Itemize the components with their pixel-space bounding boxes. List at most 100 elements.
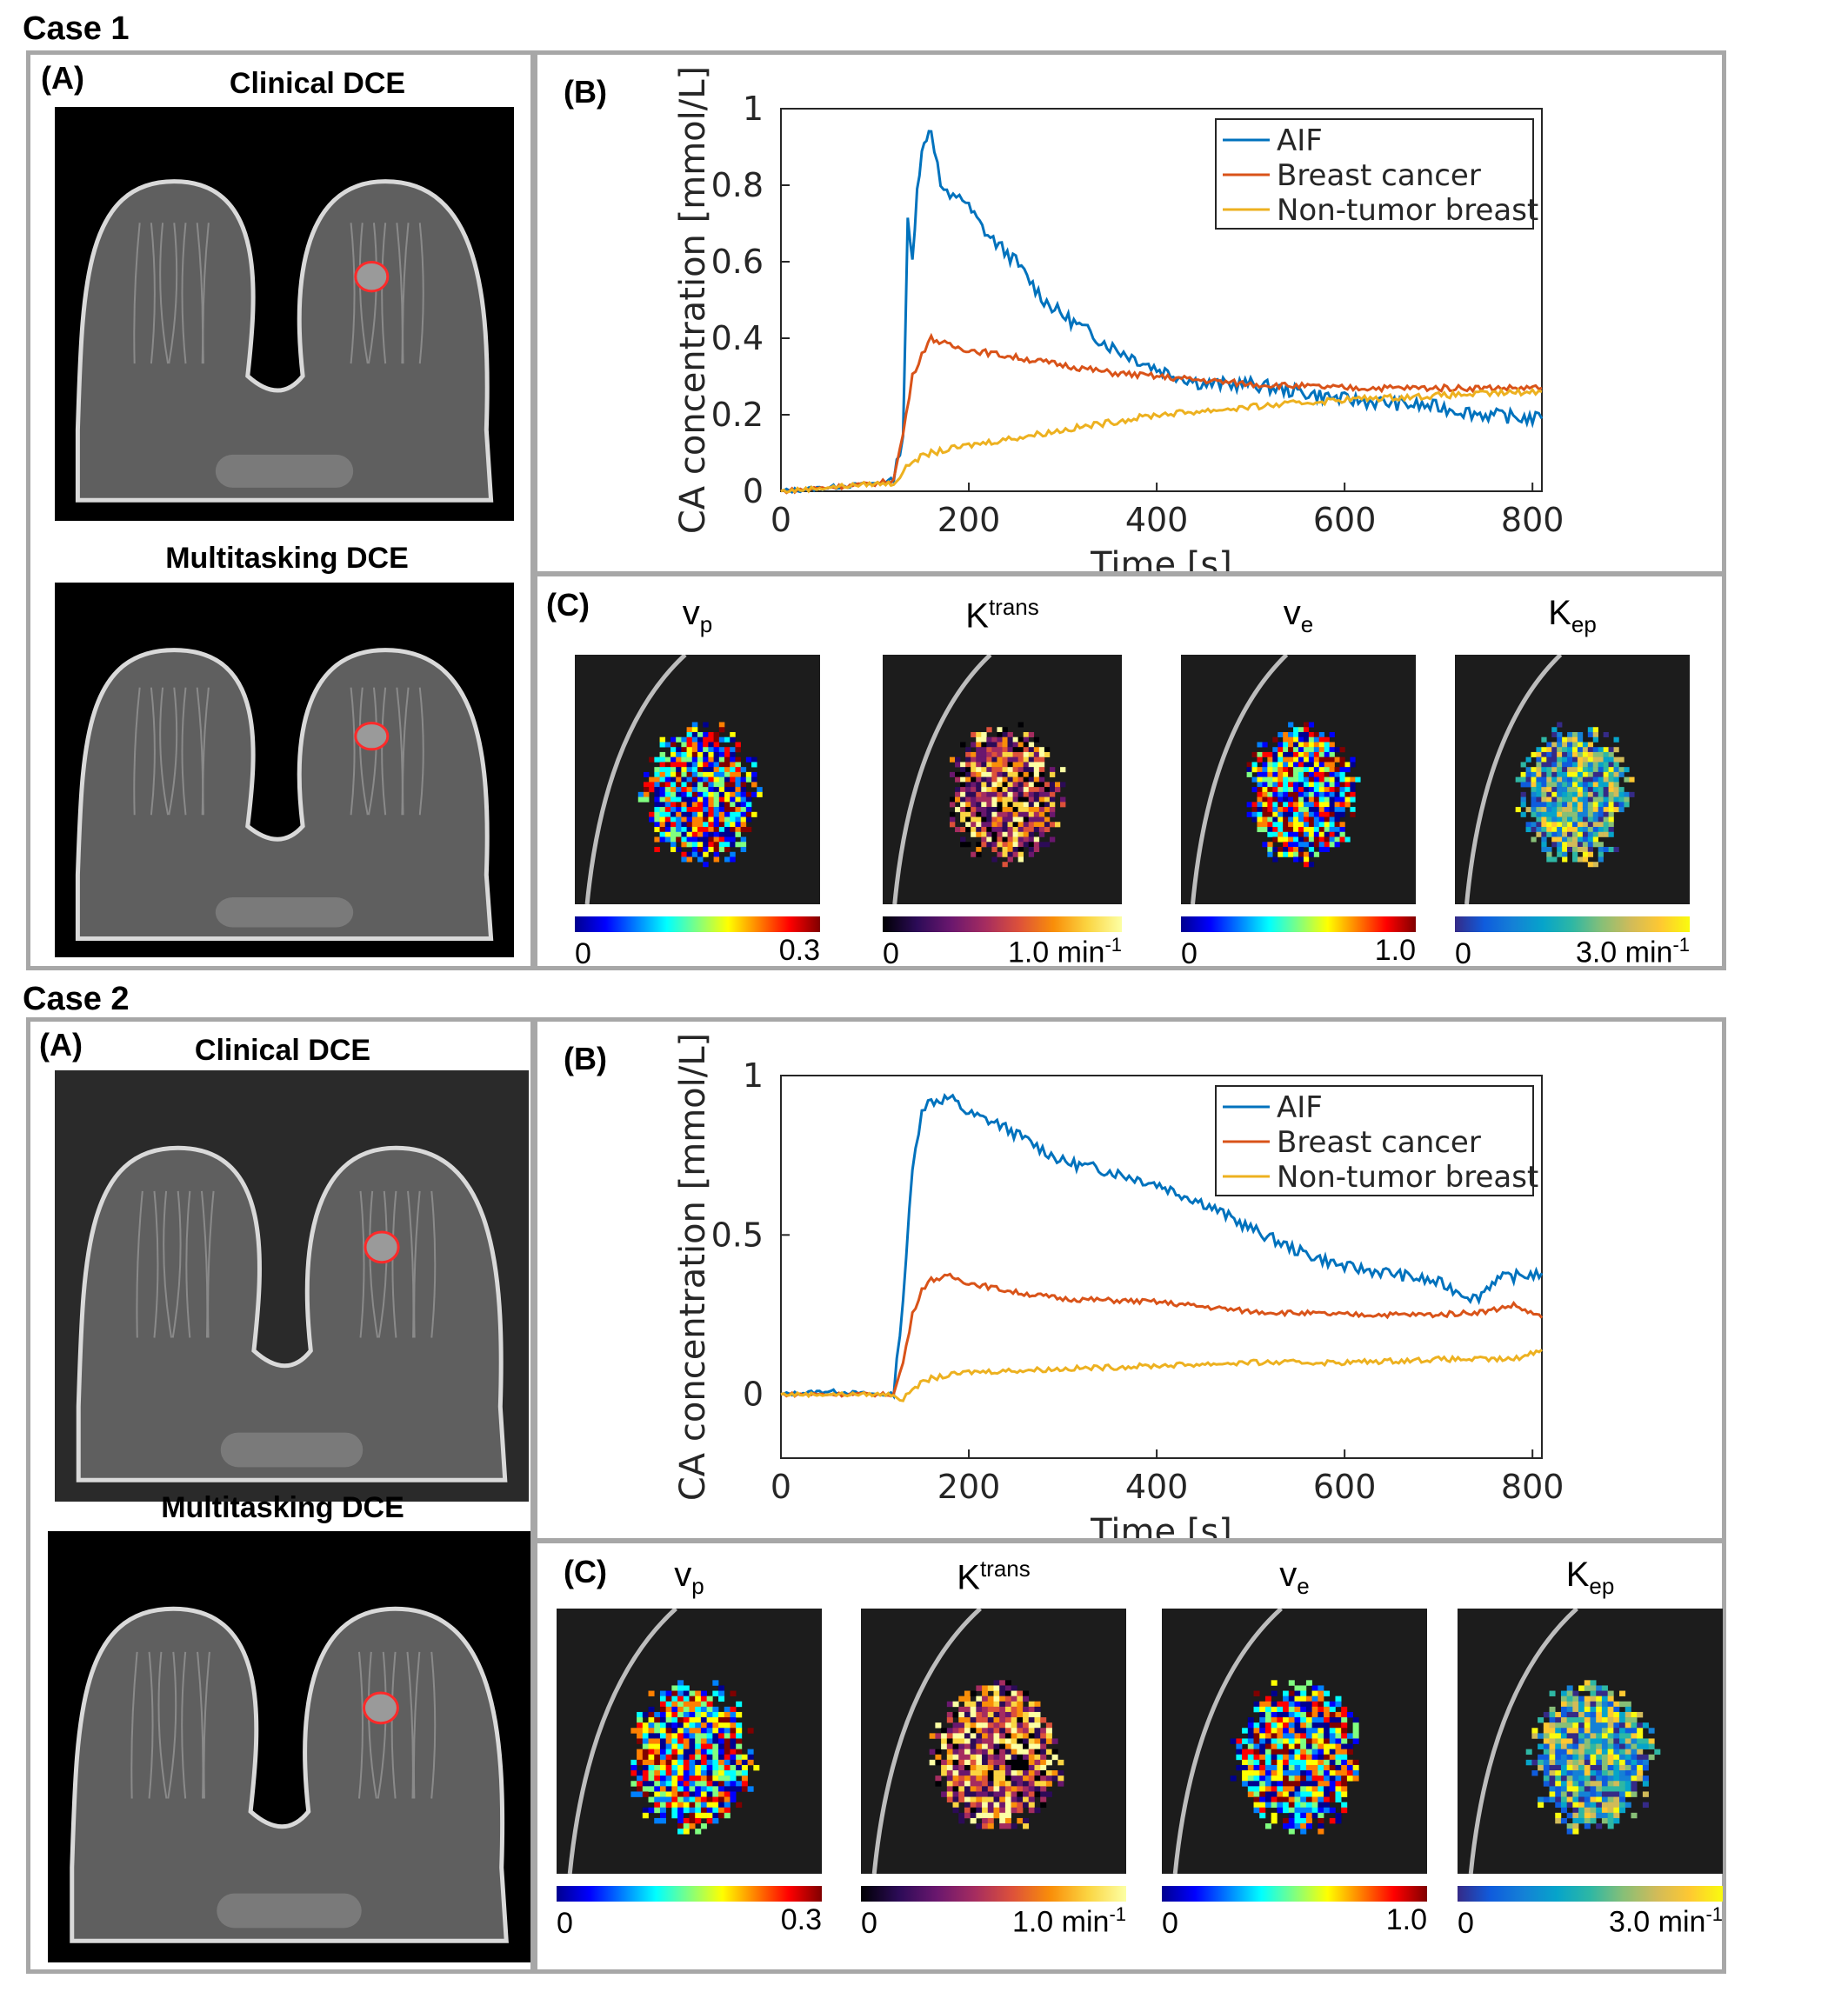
- map-pixel: [1531, 791, 1537, 797]
- map-pixel: [730, 1796, 737, 1802]
- map-pixel: [724, 816, 731, 823]
- map-pixel: [1007, 762, 1013, 768]
- map-pixel: [1587, 816, 1594, 823]
- map-pixel: [1007, 831, 1013, 837]
- map-pixel: [706, 1722, 713, 1729]
- map-pixel: [999, 1781, 1006, 1787]
- map-pixel: [659, 751, 666, 757]
- map-pixel: [1038, 791, 1045, 797]
- map-pixel: [981, 807, 987, 813]
- map-pixel: [1257, 787, 1263, 793]
- map-pixel: [1587, 751, 1594, 757]
- map-pixel: [999, 1770, 1006, 1776]
- map-pixel: [1590, 1711, 1597, 1718]
- map-pixel: [1551, 727, 1558, 733]
- map-pixel: [718, 1696, 725, 1702]
- map-pixel: [986, 827, 992, 833]
- map-pixel: [964, 1706, 971, 1713]
- map-pixel: [976, 771, 982, 777]
- map-pixel: [745, 791, 752, 797]
- map-pixel: [1541, 807, 1547, 813]
- map-pixel: [724, 771, 731, 777]
- map-pixel: [1590, 1722, 1597, 1729]
- map-pixel: [735, 787, 741, 793]
- map-pixel: [1625, 1791, 1631, 1797]
- map-pixel: [1560, 1701, 1567, 1708]
- map-pixel: [1596, 1781, 1603, 1787]
- map-pixel: [1531, 802, 1537, 808]
- map-pixel: [1536, 791, 1542, 797]
- map-pixel: [1557, 831, 1563, 837]
- map-pixel: [976, 1759, 983, 1766]
- map-pixel: [1601, 1696, 1608, 1702]
- map-pixel: [1272, 791, 1278, 797]
- map-pixel: [1324, 822, 1330, 828]
- map-pixel: [1023, 791, 1030, 797]
- map-pixel: [1355, 776, 1361, 783]
- map-pixel: [1549, 1775, 1556, 1782]
- map-pixel: [1318, 822, 1324, 828]
- map-pixel: [659, 831, 666, 837]
- map-pixel: [736, 1786, 743, 1792]
- map-pixel: [1613, 1706, 1620, 1713]
- map-pixel: [960, 811, 966, 817]
- map-pixel: [1002, 756, 1008, 763]
- map-pixel: [1562, 787, 1568, 793]
- map-pixel: [724, 856, 731, 863]
- map-pixel: [686, 856, 693, 863]
- map-pixel: [697, 827, 704, 833]
- map-pixel: [958, 1754, 965, 1761]
- map-pixel: [1578, 1696, 1585, 1702]
- map-pixel: [1536, 751, 1542, 757]
- map-pixel: [1543, 1722, 1550, 1729]
- map-pixel: [659, 816, 666, 823]
- map-pixel: [1283, 767, 1289, 773]
- map-pixel: [1607, 1738, 1614, 1744]
- map-pixel: [1603, 787, 1609, 793]
- map-pixel: [1572, 756, 1578, 763]
- map-pixel: [1004, 1817, 1011, 1824]
- map-pixel: [986, 727, 992, 733]
- map-pixel: [1011, 1711, 1017, 1718]
- map-pixel: [1587, 771, 1594, 777]
- map-pixel: [987, 1743, 994, 1749]
- map-pixel: [1578, 1738, 1585, 1744]
- map-pixel: [1305, 1812, 1312, 1819]
- map-pixel: [1305, 1738, 1312, 1744]
- map-pixel: [1584, 1796, 1591, 1802]
- map-pixel: [1253, 1770, 1260, 1776]
- map-pixel: [1253, 1749, 1260, 1756]
- map-pixel: [1350, 796, 1356, 803]
- map-pixel: [713, 807, 720, 813]
- map-pixel: [1044, 842, 1051, 848]
- map-pixel: [708, 791, 714, 797]
- map-pixel: [1267, 771, 1273, 777]
- map-pixel: [1596, 1823, 1603, 1829]
- map-pixel: [718, 796, 725, 803]
- map-pixel: [1045, 1728, 1052, 1734]
- map-pixel: [1318, 811, 1324, 817]
- map-pixel: [1637, 1764, 1644, 1771]
- map-pixel: [1011, 1770, 1017, 1776]
- map-pixel: [1293, 742, 1299, 748]
- map-pixel: [1557, 776, 1563, 783]
- map-pixel: [958, 1743, 965, 1749]
- map-pixel: [1607, 1722, 1614, 1729]
- map-pixel: [1300, 1796, 1307, 1802]
- map-pixel: [1017, 811, 1024, 817]
- map-pixel: [1298, 776, 1304, 783]
- tissue-streak: [358, 223, 369, 364]
- map-pixel: [1011, 1764, 1017, 1771]
- map-pixel: [1346, 1770, 1353, 1776]
- map-pixel: [1566, 1829, 1573, 1835]
- map-pixel: [686, 811, 693, 817]
- map-pixel: [1567, 822, 1573, 828]
- map-pixel: [1619, 1764, 1626, 1771]
- map-pixel: [1012, 846, 1018, 853]
- map-pixel: [971, 796, 977, 803]
- map-pixel: [1587, 796, 1594, 803]
- map-pixel: [654, 811, 660, 817]
- map-pixel: [677, 1759, 684, 1766]
- map-pixel: [965, 807, 971, 813]
- map-pixel: [1023, 1738, 1030, 1744]
